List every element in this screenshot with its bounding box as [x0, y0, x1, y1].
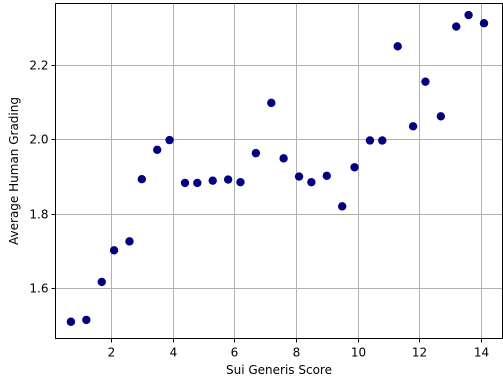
grid [55, 3, 503, 339]
data-point [408, 122, 418, 131]
data-point [393, 42, 402, 51]
x-tick-label: 4 [170, 346, 178, 360]
data-point [180, 178, 190, 188]
data-point [279, 154, 288, 163]
data-point [66, 317, 76, 326]
data-point [267, 98, 276, 108]
data-point [208, 176, 217, 185]
data-point [153, 145, 162, 154]
y-tick-label: 2.0 [29, 133, 48, 147]
x-axis-label: Sui Generis Score [226, 363, 332, 377]
axis-ticks: 2 4 6 8 10 12 14 1.6 1.8 2.0 2.2 [29, 59, 489, 360]
x-tick-label: 12 [412, 346, 427, 360]
data-point [365, 136, 375, 145]
x-tick-label: 10 [351, 346, 366, 360]
data-point [464, 10, 473, 20]
data-point [137, 174, 147, 184]
data-point [294, 172, 304, 181]
data-point [251, 148, 261, 158]
data-point [337, 202, 347, 211]
data-point [452, 22, 461, 31]
data-point [236, 177, 245, 187]
data-point [97, 277, 106, 287]
data-point [125, 237, 134, 246]
x-tick-label: 14 [474, 346, 489, 360]
data-point [479, 19, 489, 28]
data-point [307, 177, 316, 187]
data-point [109, 246, 119, 255]
data-point [378, 136, 387, 145]
data-point [421, 77, 430, 86]
y-axis-label: Average Human Grading [7, 97, 21, 245]
data-point [350, 163, 359, 172]
data-point [322, 171, 331, 181]
data-point [82, 315, 91, 325]
data-point [436, 112, 446, 121]
x-tick-label: 2 [108, 346, 116, 360]
y-tick-label: 1.6 [29, 282, 48, 296]
x-tick-label: 8 [293, 346, 301, 360]
data-point [193, 178, 202, 188]
data-point [165, 135, 174, 145]
data-point [223, 175, 233, 184]
data-points [66, 10, 489, 326]
y-tick-label: 1.8 [29, 208, 48, 222]
y-tick-label: 2.2 [29, 59, 48, 73]
x-tick-label: 6 [231, 346, 239, 360]
